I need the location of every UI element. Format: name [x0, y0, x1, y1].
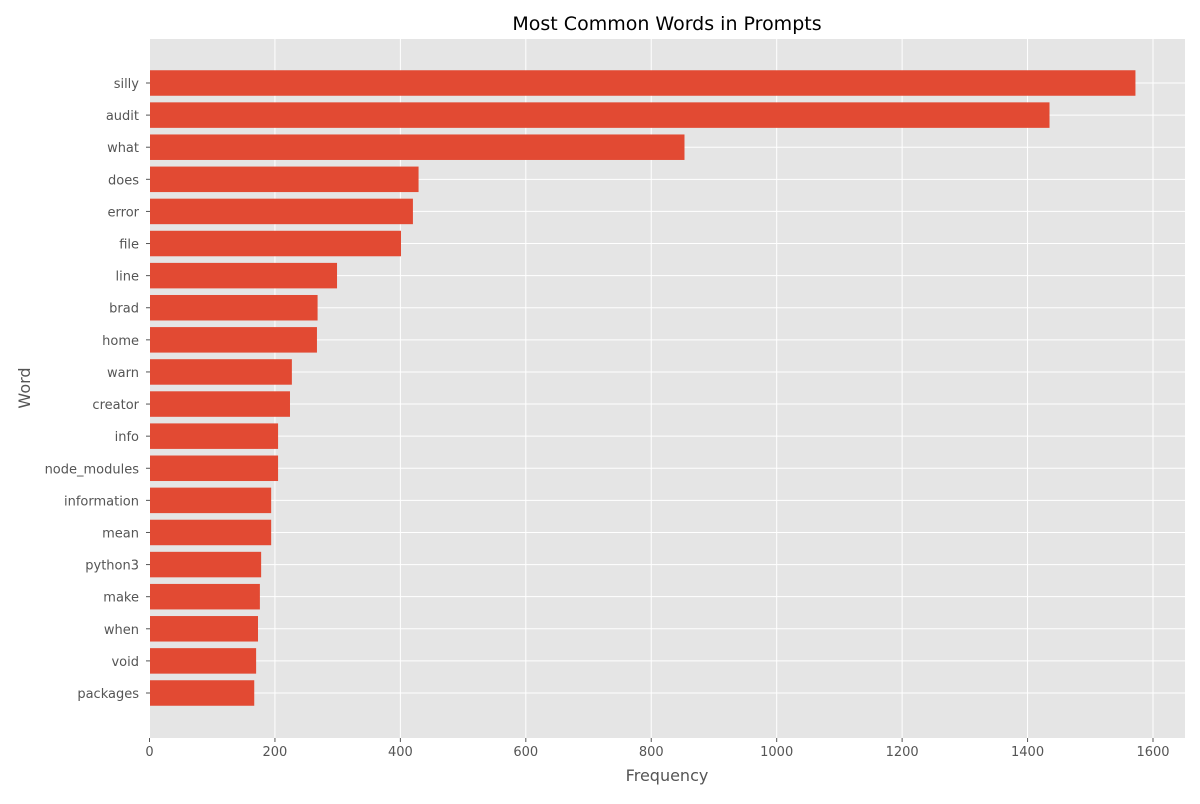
- y-tick-label: silly: [114, 77, 140, 92]
- y-tick-label: does: [108, 173, 139, 188]
- bar-void: [150, 648, 257, 674]
- y-tick-label: packages: [77, 687, 139, 702]
- y-tick-label: make: [103, 591, 139, 606]
- bar-info: [150, 423, 279, 449]
- bar-node_modules: [150, 455, 279, 482]
- bar-information: [150, 487, 272, 514]
- x-tick-label: 400: [388, 745, 413, 760]
- x-tick-labels: 0 200 400 600 800 1000 1200 1400 1600: [145, 738, 1170, 760]
- y-tick-label: line: [116, 270, 139, 285]
- y-tick-label: info: [115, 430, 139, 445]
- x-tick-label: 600: [513, 745, 538, 760]
- bar-audit: [150, 102, 1050, 128]
- x-axis-label: Frequency: [626, 766, 709, 785]
- y-tick-label: mean: [102, 526, 139, 541]
- bar-when: [150, 616, 259, 642]
- bar-line: [150, 262, 338, 289]
- y-axis-label: Word: [15, 367, 34, 408]
- y-tick-label: home: [102, 334, 139, 349]
- x-tick-label: 800: [639, 745, 664, 760]
- x-tick-label: 1200: [886, 745, 919, 760]
- x-tick-label: 1600: [1136, 745, 1169, 760]
- y-tick-label: warn: [107, 366, 139, 381]
- bar-silly: [150, 70, 1136, 96]
- x-tick-label: 1000: [760, 745, 793, 760]
- bars: [150, 70, 1136, 706]
- x-tick-label: 200: [263, 745, 288, 760]
- y-tick-label: error: [108, 205, 140, 220]
- y-tick-label: audit: [106, 109, 139, 124]
- y-tick-label: what: [107, 141, 139, 156]
- y-tick-label: void: [111, 655, 139, 670]
- y-tick-label: brad: [109, 302, 139, 317]
- bar-brad: [150, 294, 318, 321]
- y-tick-label: when: [104, 623, 139, 638]
- bar-does: [150, 166, 419, 193]
- x-tick-label: 1400: [1011, 745, 1044, 760]
- bar-packages: [150, 680, 255, 706]
- x-tick-label: 0: [145, 745, 153, 760]
- bar-python3: [150, 551, 262, 578]
- bar-file: [150, 230, 402, 257]
- y-tick-label: information: [64, 494, 139, 509]
- chart-title: Most Common Words in Prompts: [512, 13, 821, 35]
- bar-make: [150, 583, 260, 610]
- bar-what: [150, 134, 685, 160]
- bar-home: [150, 327, 317, 353]
- y-tick-label: creator: [92, 398, 139, 413]
- y-tick-label: python3: [85, 559, 139, 574]
- bar-error: [150, 198, 413, 225]
- bar-warn: [150, 359, 292, 385]
- y-tick-label: node_modules: [45, 462, 140, 477]
- y-tick-label: file: [119, 238, 139, 253]
- bar-mean: [150, 519, 272, 546]
- bar-creator: [150, 391, 290, 417]
- y-tick-labels: silly audit what does error file line brad home w…: [45, 77, 150, 702]
